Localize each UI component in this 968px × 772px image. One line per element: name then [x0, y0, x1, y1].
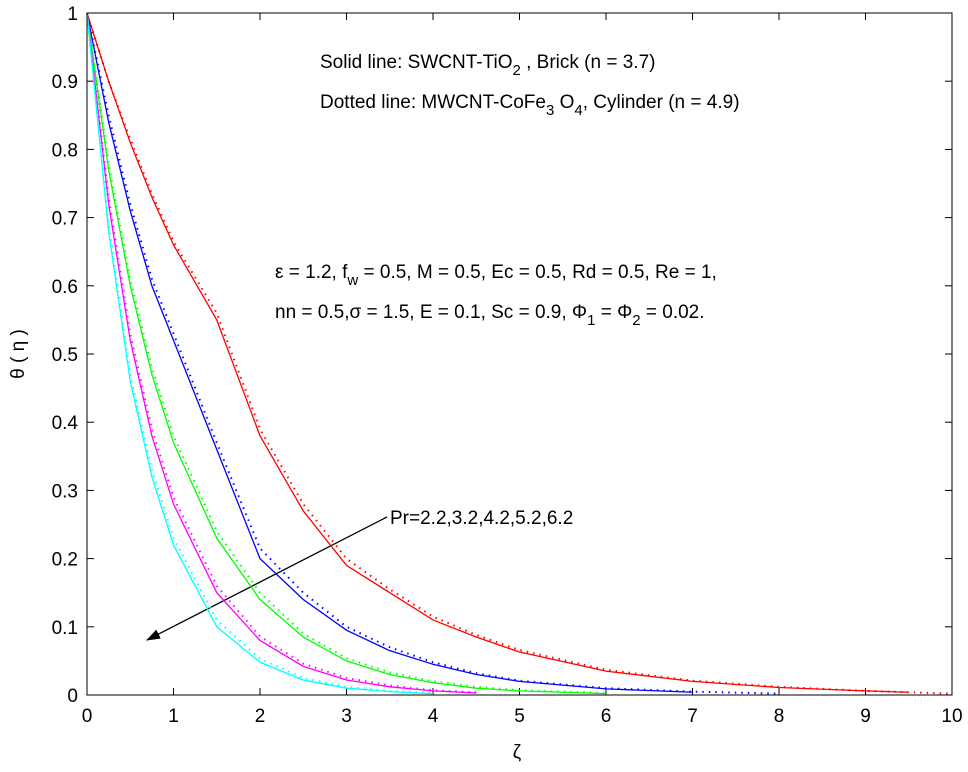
series-line	[86, 12, 607, 695]
x-tick-label: 8	[774, 706, 785, 727]
series-line	[86, 12, 477, 694]
series-line	[86, 12, 607, 694]
series-line	[86, 12, 434, 694]
y-tick-label: 0.5	[52, 345, 78, 366]
y-tick-label: 0.6	[52, 277, 78, 298]
x-axis-label: ζ	[513, 742, 522, 763]
annotation-text: = 0.02.	[641, 302, 705, 323]
annotation: nn = 0.5,σ = 1.5, E = 0.1, Sc = 0.9, Φ1 …	[275, 302, 705, 329]
x-tick-label: 10	[941, 706, 962, 727]
series-line	[86, 12, 909, 693]
arrow	[146, 516, 388, 641]
x-tick-label: 9	[860, 706, 871, 727]
annotation: Dotted line: MWCNT-CoFe3 O4, Cylinder (n…	[320, 92, 740, 119]
annotation-text: Solid line: SWCNT-TiO	[320, 52, 513, 73]
y-tick-label: 1	[67, 4, 78, 25]
x-tick-label: 7	[687, 706, 698, 727]
x-tick-label: 2	[255, 706, 266, 727]
annotation: Solid line: SWCNT-TiO2 , Brick (n = 3.7)	[320, 52, 655, 79]
annotation-text: O	[554, 92, 574, 113]
y-tick-label: 0.9	[52, 72, 78, 93]
x-tick-label: 1	[168, 706, 179, 727]
y-tick-label: 0	[67, 686, 78, 707]
annotation-text: ε = 1.2, f	[275, 262, 348, 283]
annotation-subscript: w	[346, 272, 358, 289]
annotation-text: nn = 0.5,σ = 1.5, E = 0.1, Sc = 0.9, Φ	[275, 302, 587, 323]
y-tick-label: 0.2	[52, 550, 78, 571]
annotation-text: = Φ	[595, 302, 632, 323]
x-tick-label: 3	[341, 706, 352, 727]
series-line	[86, 12, 780, 695]
annotation-subscript: 1	[587, 312, 595, 329]
plot-frame	[86, 12, 953, 696]
annotation-text: , Brick (n = 3.7)	[521, 52, 656, 73]
series-line	[86, 12, 434, 695]
y-tick-label: 0.8	[52, 140, 78, 161]
series-line	[86, 12, 693, 693]
x-tick-label: 0	[82, 706, 93, 727]
annotation-subscript: 3	[546, 102, 554, 119]
y-tick-label: 0.1	[52, 618, 78, 639]
y-tick-label: 0.4	[52, 413, 79, 434]
x-tick-label: 5	[514, 706, 525, 727]
series-line	[86, 12, 477, 694]
annotation-text: = 0.5, M = 0.5, Ec = 0.5, Rd = 0.5, Re =…	[358, 262, 717, 283]
annotation-text: Dotted line: MWCNT-CoFe	[320, 92, 546, 113]
annotation-text: , Cylinder (n = 4.9)	[583, 92, 740, 113]
y-axis-label: θ ( η )	[8, 329, 29, 379]
y-tick-label: 0.3	[52, 481, 78, 502]
annotation-subscript: 2	[632, 312, 640, 329]
annotation: ε = 1.2, fw = 0.5, M = 0.5, Ec = 0.5, Rd…	[275, 262, 717, 289]
x-tick-label: 4	[428, 706, 439, 727]
arrow-label: Pr=2.2,3.2,4.2,5.2,6.2	[390, 508, 573, 529]
annotation-subscript: 2	[513, 62, 521, 79]
annotation-subscript: 4	[574, 102, 582, 119]
y-tick-label: 0.7	[52, 209, 78, 230]
x-tick-label: 6	[601, 706, 612, 727]
